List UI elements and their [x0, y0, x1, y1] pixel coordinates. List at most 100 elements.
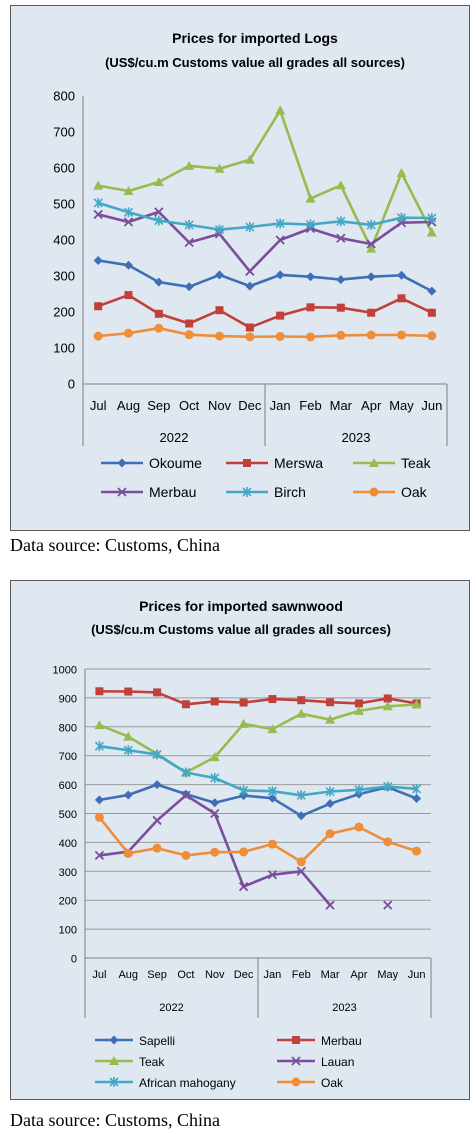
logs-point-merbau-jul: [93, 209, 103, 220]
sawn-legend-marker-lauan: [291, 1056, 301, 1066]
logs-point-teak-oct: [184, 160, 195, 170]
sawn-legend-item-teak: Teak: [95, 1055, 165, 1069]
sawn-point-merbau-jul: [95, 687, 104, 696]
sawn-point-african-mahogany-jun: [412, 783, 422, 794]
sawn-x-tick-jul: Jul: [92, 969, 106, 981]
sawn-point-oak-nov: [210, 847, 220, 857]
logs-series-birch: [93, 197, 437, 235]
logs-point-oak-jan: [275, 331, 285, 341]
logs-x-tick-jun: Jun: [421, 398, 442, 413]
sawnwood-chart: Prices for imported sawnwood (US$/cu.m Cu…: [53, 598, 432, 1090]
sawn-y-tick-label: 900: [59, 693, 77, 705]
sawn-legend-marker-african-mahogany: [109, 1077, 119, 1087]
sawn-point-african-mahogany-jul: [94, 741, 104, 752]
logs-legend-marker-okoume: [117, 458, 127, 468]
sawn-point-oak-mar: [325, 829, 335, 839]
logs-point-okoume-jun: [427, 286, 437, 296]
logs-data-source: Data source: Customs, China: [10, 535, 220, 555]
sawn-point-teak-mar: [325, 714, 336, 724]
logs-y-tick-label: 400: [53, 233, 75, 248]
sawn-point-oak-jun: [412, 846, 422, 856]
logs-y-tick-label: 600: [53, 161, 75, 176]
sawn-point-merbau-sep: [153, 688, 162, 697]
logs-point-teak-may: [396, 168, 407, 178]
logs-point-okoume-may: [397, 270, 406, 280]
logs-x-tick-oct: Oct: [179, 398, 200, 413]
logs-line-merbau: [97, 210, 432, 273]
logs-point-teak-nov: [214, 163, 225, 173]
sawn-chart-title: Prices for imported sawnwood: [139, 598, 343, 614]
sawn-x-tick-nov: Nov: [205, 969, 225, 981]
logs-point-birch-oct: [184, 219, 194, 230]
logs-series-okoume: [93, 256, 437, 296]
sawn-point-african-mahogany-dec: [239, 785, 249, 796]
sawn-chart-subtitle: (US$/cu.m Customs value all grades all s…: [91, 622, 391, 637]
sawn-x-tick-jan: Jan: [264, 969, 282, 981]
logs-line-okoume: [98, 259, 433, 293]
sawn-point-merbau-jan: [268, 695, 277, 704]
sawn-point-lauan-may: [383, 900, 393, 910]
logs-chart: Prices for imported Logs (US$/cu.m Custom…: [53, 30, 448, 500]
sawn-point-teak-jul: [94, 720, 105, 730]
logs-point-oak-may: [397, 330, 406, 340]
logs-point-merbau-jan: [275, 235, 285, 245]
logs-x-tick-sep: Sep: [147, 398, 170, 413]
sawn-y-tick-label: 200: [59, 896, 77, 908]
sawn-point-teak-may: [382, 701, 393, 711]
sawn-point-sapelli-jul: [94, 795, 104, 805]
logs-legend-label-merswa: Merswa: [274, 455, 323, 471]
logs-point-merswa-feb: [306, 303, 315, 312]
logs-legend-item-merbau: Merbau: [101, 484, 196, 500]
sawn-point-sapelli-sep: [152, 780, 162, 790]
sawn-y-tick-label: 300: [59, 867, 77, 879]
sawn-point-merbau-nov: [210, 697, 219, 706]
logs-y-tick-label: 200: [53, 305, 75, 320]
logs-point-oak-jun: [427, 331, 437, 341]
logs-x-tick-apr: Apr: [361, 398, 382, 413]
sawn-legend-label-oak: Oak: [321, 1076, 344, 1090]
logs-point-oak-oct: [184, 330, 194, 340]
logs-point-okoume-sep: [154, 277, 164, 287]
logs-point-okoume-oct: [184, 282, 194, 292]
sawn-point-sapelli-jun: [412, 793, 422, 803]
logs-legend-item-birch: Birch: [226, 484, 306, 500]
sawn-point-merbau-dec: [239, 698, 248, 707]
sawn-point-african-mahogany-sep: [152, 749, 162, 760]
logs-point-oak-sep: [154, 323, 164, 333]
sawn-point-oak-may: [383, 837, 393, 847]
logs-point-okoume-aug: [124, 260, 133, 270]
logs-point-birch-dec: [245, 222, 255, 233]
sawn-x-tick-mar: Mar: [321, 969, 340, 981]
logs-series-oak: [93, 323, 437, 342]
sawn-x-tick-aug: Aug: [118, 969, 138, 981]
logs-point-oak-dec: [245, 332, 255, 342]
logs-x-tick-nov: Nov: [208, 398, 232, 413]
sawn-point-merbau-oct: [181, 700, 190, 709]
logs-x-tick-aug: Aug: [117, 398, 140, 413]
logs-point-merbau-apr: [366, 239, 376, 249]
sawn-point-african-mahogany-aug: [123, 745, 133, 756]
sawn-point-african-mahogany-apr: [354, 784, 364, 795]
sawn-year-label-2023: 2023: [332, 1002, 356, 1014]
sawn-x-tick-may: May: [377, 969, 398, 981]
logs-legend-label-teak: Teak: [401, 455, 432, 471]
logs-y-tick-label: 700: [53, 125, 75, 140]
sawn-point-teak-jun: [411, 699, 422, 709]
logs-legend-label-birch: Birch: [274, 484, 306, 500]
logs-point-merbau-sep: [154, 207, 164, 217]
logs-y-tick-label: 500: [53, 197, 75, 212]
logs-point-birch-aug: [123, 207, 134, 218]
logs-x-tick-dec: Dec: [238, 398, 262, 413]
logs-legend-marker-oak: [369, 487, 379, 497]
logs-point-merswa-jun: [427, 308, 436, 317]
sawn-point-oak-feb: [296, 857, 306, 867]
logs-point-oak-mar: [336, 330, 346, 340]
sawn-point-teak-aug: [123, 731, 134, 741]
logs-point-merswa-aug: [124, 291, 133, 300]
sawn-legend-label-african-mahogany: African mahogany: [139, 1076, 236, 1090]
sawn-line-sapelli: [99, 783, 418, 818]
logs-legend-label-oak: Oak: [401, 484, 428, 500]
logs-x-tick-mar: Mar: [330, 398, 353, 413]
sawn-y-tick-label: 400: [59, 838, 77, 850]
sawn-point-merbau-apr: [354, 699, 363, 708]
